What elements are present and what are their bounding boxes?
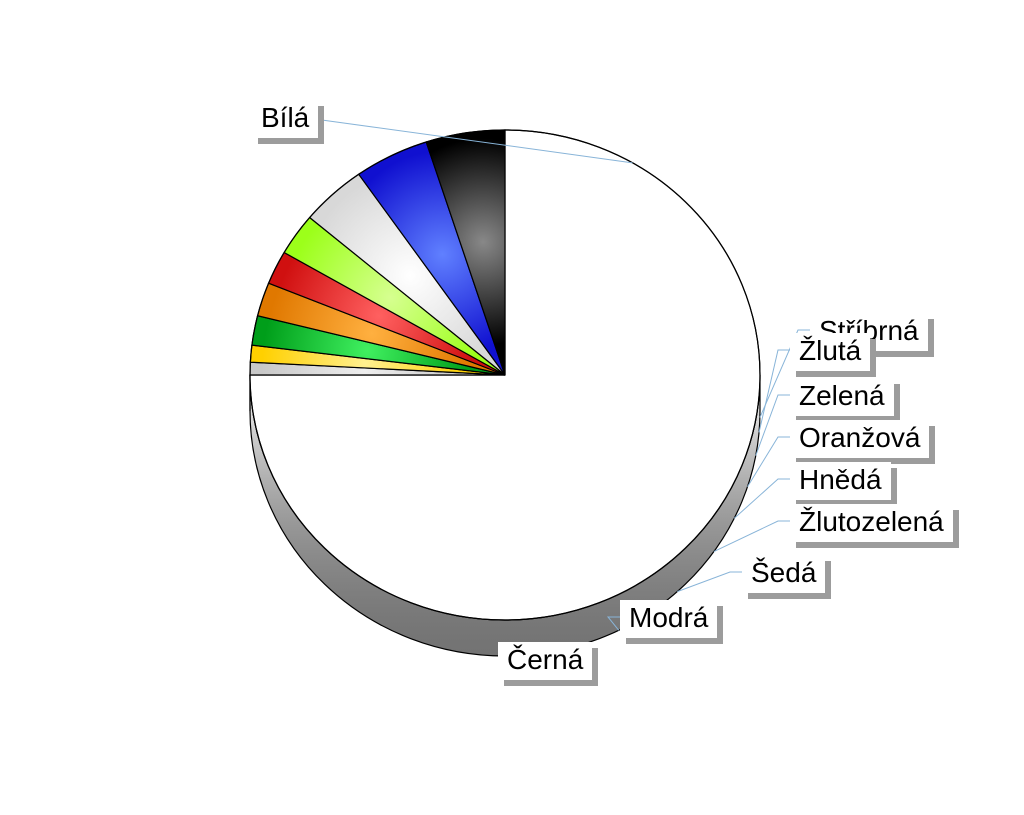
label-text: Žlutozelená [799, 506, 944, 537]
label-cerna: Černá [498, 642, 592, 680]
label-zelena: Zelená [790, 378, 894, 416]
label-bila: Bílá [252, 100, 318, 138]
label-text: Hnědá [799, 464, 882, 495]
label-oranzova: Oranžová [790, 420, 929, 458]
pie-chart: BíláStříbrnáŽlutáZelenáOranžováHnědáŽlut… [0, 0, 1024, 815]
label-modra: Modrá [620, 600, 717, 638]
label-text: Modrá [629, 602, 708, 633]
label-text: Žlutá [799, 335, 861, 366]
label-zluta: Žlutá [790, 333, 870, 371]
label-zlutozelena: Žlutozelená [790, 504, 953, 542]
label-text: Šedá [751, 557, 816, 588]
label-seda: Šedá [742, 555, 825, 593]
label-text: Černá [507, 644, 583, 675]
label-hneda: Hnědá [790, 462, 891, 500]
label-text: Zelená [799, 380, 885, 411]
label-text: Oranžová [799, 422, 920, 453]
label-text: Bílá [261, 102, 309, 133]
